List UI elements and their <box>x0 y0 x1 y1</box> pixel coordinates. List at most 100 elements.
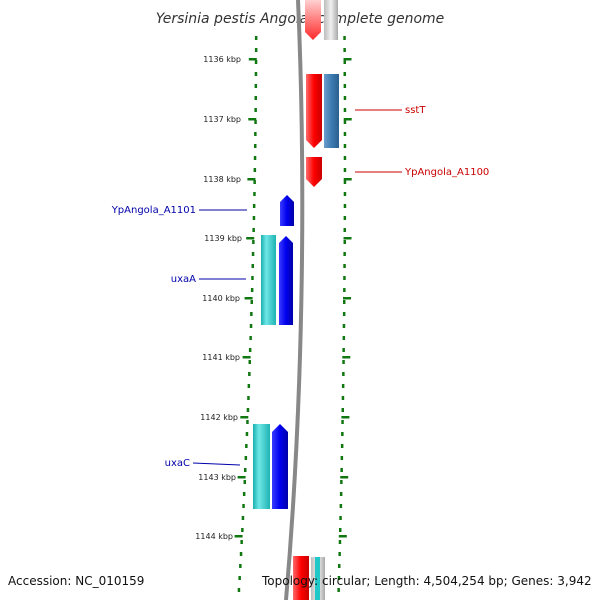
gene-arrow-YpAngola_A1100[interactable] <box>306 157 322 187</box>
ruler-tick <box>254 60 258 64</box>
ruler-major-tick <box>247 178 256 181</box>
ruler-tick <box>338 540 342 544</box>
ruler-tick <box>250 312 253 316</box>
ruler-tick <box>343 156 347 160</box>
ruler-tick <box>239 552 243 556</box>
gene-block-sstT-alt[interactable] <box>324 74 339 148</box>
ruler-major-tick <box>343 297 351 300</box>
ruler-tick <box>343 132 347 136</box>
scale-label: 1142 kbp <box>200 413 238 422</box>
ruler-tick <box>343 240 346 244</box>
ruler-tick <box>252 204 256 208</box>
ruler-tick <box>238 576 241 580</box>
scale-label: 1144 kbp <box>195 532 233 541</box>
ruler-tick <box>342 372 345 376</box>
ruler-tick <box>245 444 248 448</box>
gene-arrow-forward-top[interactable] <box>305 0 321 40</box>
ruler-tick <box>343 204 347 208</box>
gene-label-YpAngola_A1101[interactable]: YpAngola_A1101 <box>111 205 196 216</box>
ruler-tick <box>343 216 347 220</box>
ruler-tick <box>338 564 341 568</box>
gene-arrow-YpAngola_A1101[interactable] <box>280 195 294 226</box>
ruler-tick <box>343 192 347 196</box>
ruler-tick <box>342 360 345 364</box>
ruler-tick <box>340 468 343 472</box>
ruler-tick <box>253 192 256 196</box>
ruler-major-tick <box>343 58 352 61</box>
ruler-tick <box>343 48 346 52</box>
ruler-tick <box>251 276 254 280</box>
scale-label: 1136 kbp <box>203 55 241 64</box>
ruler-tick <box>237 588 241 592</box>
ruler-tick <box>341 408 344 412</box>
ruler-tick <box>250 288 254 292</box>
ruler-tick <box>342 336 346 340</box>
ruler-tick <box>343 60 346 64</box>
ruler-tick <box>343 144 347 148</box>
gene-arrow-sstT[interactable] <box>306 74 322 148</box>
forward-strand-features <box>293 0 339 600</box>
ruler-tick <box>254 72 258 76</box>
scale-label: 1141 kbp <box>202 353 240 362</box>
ruler-tick <box>241 528 244 532</box>
gene-label-sstT[interactable]: sstT <box>405 105 426 116</box>
ruler-tick <box>254 108 257 112</box>
reverse-strand-features <box>253 195 294 509</box>
ruler-major-tick <box>343 118 352 121</box>
ruler-major-tick <box>343 178 352 181</box>
ruler-tick <box>340 480 343 484</box>
ruler-tick <box>254 36 258 40</box>
ruler-major-tick <box>244 297 253 300</box>
ruler-tick <box>343 72 346 76</box>
gene-label-uxaC[interactable]: uxaC <box>165 458 190 469</box>
gene-arrow-uxaA[interactable] <box>279 236 293 325</box>
ruler-tick <box>343 84 347 88</box>
ruler-tick <box>337 588 340 592</box>
ruler-tick <box>244 456 248 460</box>
gene-block-uxaA-alt[interactable] <box>261 235 276 325</box>
ruler-tick <box>343 180 347 184</box>
scale-label: 1138 kbp <box>203 175 241 184</box>
ruler-tick <box>339 516 342 520</box>
ruler-major-tick <box>248 118 257 121</box>
ruler-tick <box>343 96 347 100</box>
gene-block-uxaC-alt[interactable] <box>253 424 270 509</box>
gene-block-cyan-bottom[interactable] <box>315 557 320 600</box>
ruler-tick <box>339 528 342 532</box>
ruler-tick <box>339 504 343 508</box>
ruler-tick <box>248 360 251 364</box>
ruler-tick <box>243 480 246 484</box>
ruler-tick <box>342 324 346 328</box>
scale-label: 1140 kbp <box>202 294 240 303</box>
ruler-tick <box>254 48 258 52</box>
ruler-major-tick <box>343 237 352 240</box>
ruler-tick <box>341 420 344 424</box>
gene-label-uxaA[interactable]: uxaA <box>171 274 196 285</box>
ruler-tick <box>254 96 257 100</box>
ruler-major-tick <box>234 535 243 538</box>
ruler-tick <box>343 276 346 280</box>
gene-block-gray-top[interactable] <box>324 0 338 40</box>
ruler-tick <box>342 312 346 316</box>
gene-leaders <box>192 109 402 466</box>
ruler-tick <box>253 168 257 172</box>
gene-arrow-uxaC[interactable] <box>272 424 288 509</box>
ruler-tick <box>251 264 254 268</box>
gene-label-YpAngola_A1100[interactable]: YpAngola_A1100 <box>404 167 489 178</box>
scale-label: 1137 kbp <box>203 115 241 124</box>
leader-line-uxaC <box>192 462 241 466</box>
ruler-tick <box>339 492 343 496</box>
ruler-tick <box>342 348 345 352</box>
ruler-major-tick <box>342 356 351 359</box>
ruler-tick <box>340 456 344 460</box>
ruler-tick <box>343 120 347 124</box>
ruler-tick <box>254 120 257 124</box>
gene-block-red-bottom[interactable] <box>293 556 309 600</box>
ruler-tick <box>254 84 258 88</box>
ruler-tick <box>343 300 346 304</box>
scale-label: 1143 kbp <box>198 473 236 482</box>
ruler-tick <box>252 228 255 232</box>
ruler-tick <box>253 156 257 160</box>
ruler-tick <box>343 288 346 292</box>
